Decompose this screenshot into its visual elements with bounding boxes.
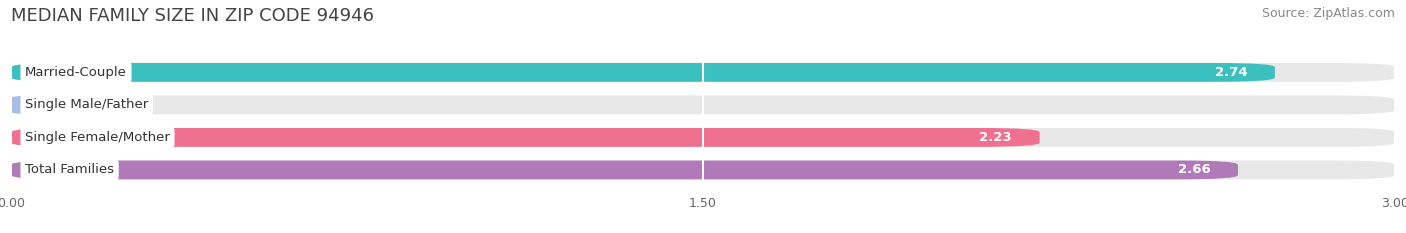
Text: Single Female/Mother: Single Female/Mother [25,131,170,144]
Text: 0.00: 0.00 [112,98,142,111]
Text: Total Families: Total Families [25,163,114,176]
Text: Single Male/Father: Single Male/Father [25,98,149,111]
Text: 2.23: 2.23 [980,131,1012,144]
FancyBboxPatch shape [11,96,1395,114]
FancyBboxPatch shape [11,128,1039,147]
Text: MEDIAN FAMILY SIZE IN ZIP CODE 94946: MEDIAN FAMILY SIZE IN ZIP CODE 94946 [11,7,374,25]
FancyBboxPatch shape [11,96,72,114]
FancyBboxPatch shape [11,63,1395,82]
Text: Source: ZipAtlas.com: Source: ZipAtlas.com [1261,7,1395,20]
Text: 2.66: 2.66 [1178,163,1211,176]
FancyBboxPatch shape [11,161,1237,179]
Text: Married-Couple: Married-Couple [25,66,127,79]
Text: 2.74: 2.74 [1215,66,1247,79]
FancyBboxPatch shape [11,63,1275,82]
FancyBboxPatch shape [11,161,1395,179]
FancyBboxPatch shape [11,128,1395,147]
